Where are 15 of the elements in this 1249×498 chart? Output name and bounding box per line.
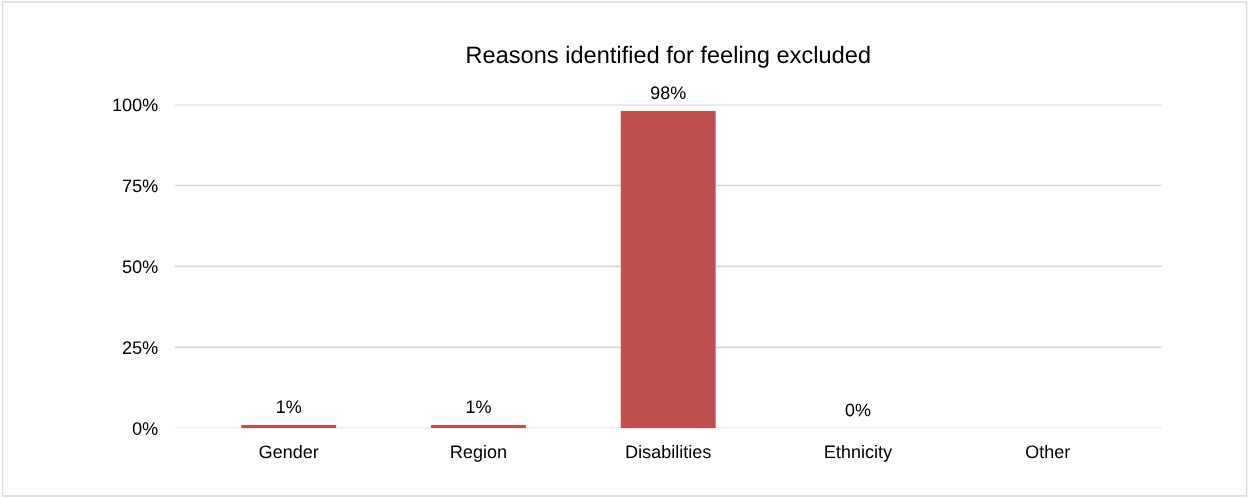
chart-title: Reasons identified for feeling excluded [467,45,870,68]
data-label: 1% [466,400,491,414]
data-label: 0% [845,403,871,417]
y-tick-label: 100% [113,98,158,112]
y-tick-label: 50% [122,260,158,274]
x-tick-label: Region [451,444,506,462]
x-tick-label: Other [1026,444,1070,459]
data-label: 98% [650,86,686,100]
x-tick-label: Disabilities [626,444,711,459]
x-tick-label: Gender [259,444,319,459]
data-label: 1% [277,400,302,414]
y-tick-label: 0% [132,422,158,435]
y-tick-label: 25% [122,341,158,355]
y-tick-label: 75% [122,179,158,193]
x-tick-label: Ethnicity [825,444,893,462]
